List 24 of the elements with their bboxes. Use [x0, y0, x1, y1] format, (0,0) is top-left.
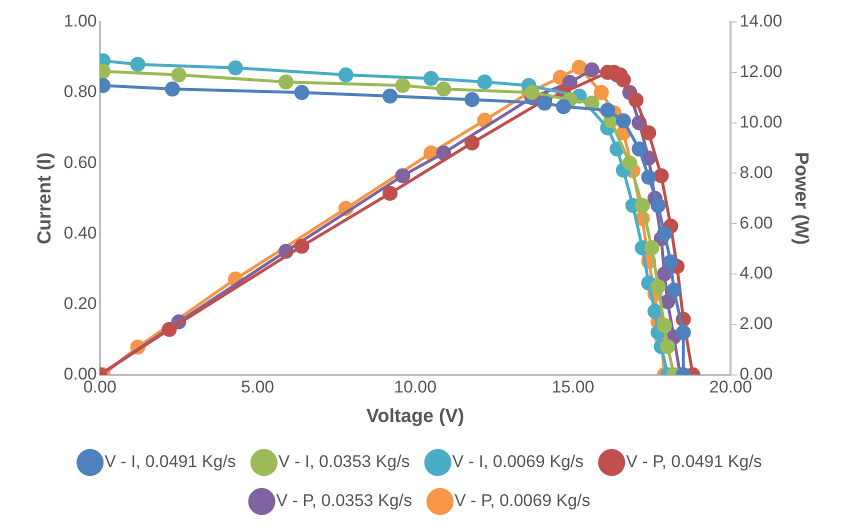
legend-label: V - I, 0.0069 Kg/s: [452, 452, 584, 472]
y-tick-label: 0.40: [64, 223, 97, 242]
legend-label: V - I, 0.0491 Kg/s: [104, 452, 236, 472]
x-axis-title: Voltage (V): [366, 406, 464, 427]
y-axis-title: Current (I): [34, 152, 56, 244]
y2-tick-label: 6.00: [740, 213, 773, 232]
y2-axis-title: Power (W): [790, 152, 812, 245]
y2-tick-label: 8.00: [740, 162, 773, 182]
y-tick-label: 1.00: [64, 12, 97, 31]
legend-label: V - P, 0.0491 Kg/s: [626, 452, 762, 472]
x-tick-label: 10.00: [394, 378, 437, 397]
x-tick-label: 5.00: [241, 378, 274, 397]
y-tick-label: 0.80: [64, 82, 97, 102]
legend-label: V - P, 0.0069 Kg/s: [454, 491, 590, 510]
y2-tick-label: 14.00: [740, 12, 782, 31]
y2-tick-label: 2.00: [740, 314, 773, 334]
y-tick-label: 0.60: [64, 152, 97, 172]
y-tick-label: 0.20: [64, 294, 97, 313]
legend-label: V - P, 0.0353 Kg/s: [276, 491, 412, 510]
x-tick-label: 15.00: [552, 378, 594, 397]
y2-tick-label: 10.00: [740, 112, 782, 132]
y2-tick-label: 12.00: [740, 62, 782, 82]
y2-tick-label: 4.00: [740, 264, 773, 283]
legend-label: V - I, 0.0353 Kg/s: [278, 452, 410, 472]
